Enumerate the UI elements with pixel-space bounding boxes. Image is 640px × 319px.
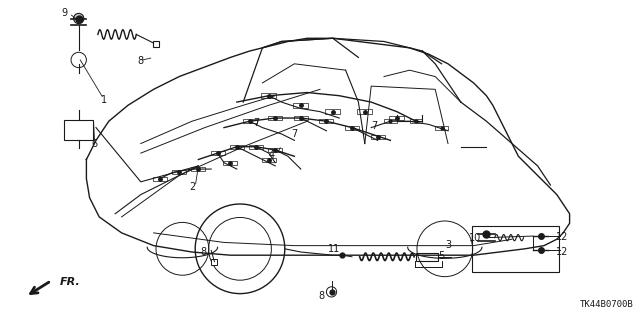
Bar	[325, 109, 340, 114]
Bar	[64, 120, 93, 140]
Bar	[243, 119, 257, 123]
Bar	[172, 170, 186, 174]
Bar	[230, 145, 244, 149]
Text: 4: 4	[269, 150, 275, 160]
Text: 5: 5	[438, 251, 445, 261]
Bar	[357, 109, 372, 114]
Text: 1: 1	[100, 94, 107, 105]
Circle shape	[326, 287, 337, 297]
Bar	[262, 158, 276, 162]
Bar	[389, 116, 404, 120]
Text: 8: 8	[138, 56, 144, 66]
Text: 12: 12	[556, 232, 568, 242]
Text: TK44B0700B: TK44B0700B	[580, 300, 634, 309]
Text: 7: 7	[291, 129, 298, 139]
Bar	[261, 93, 276, 98]
Bar	[153, 177, 167, 181]
Bar	[223, 161, 237, 165]
Bar	[211, 151, 225, 155]
Circle shape	[71, 52, 86, 68]
Bar	[410, 119, 422, 123]
Bar	[371, 135, 385, 139]
Text: 7: 7	[253, 118, 259, 128]
Text: 9: 9	[61, 8, 67, 18]
Bar	[293, 103, 308, 108]
Bar	[345, 126, 359, 130]
Text: 10: 10	[468, 233, 481, 243]
Bar	[294, 116, 308, 120]
Bar	[472, 226, 559, 272]
Bar	[435, 126, 448, 130]
Bar	[319, 119, 333, 123]
Text: 8: 8	[200, 247, 207, 257]
Text: FR.: FR.	[60, 277, 80, 287]
Text: 3: 3	[445, 240, 451, 250]
Text: 6: 6	[92, 139, 98, 149]
Bar	[416, 253, 438, 261]
Bar	[268, 116, 282, 120]
Text: 12: 12	[556, 247, 568, 257]
Bar	[268, 148, 282, 152]
Text: 7: 7	[371, 121, 378, 131]
Bar	[191, 167, 205, 171]
Text: 2: 2	[189, 182, 195, 192]
Bar	[384, 119, 397, 123]
Bar	[249, 145, 263, 149]
Text: 8: 8	[318, 291, 324, 301]
Text: 11: 11	[328, 244, 340, 255]
Circle shape	[74, 13, 84, 24]
